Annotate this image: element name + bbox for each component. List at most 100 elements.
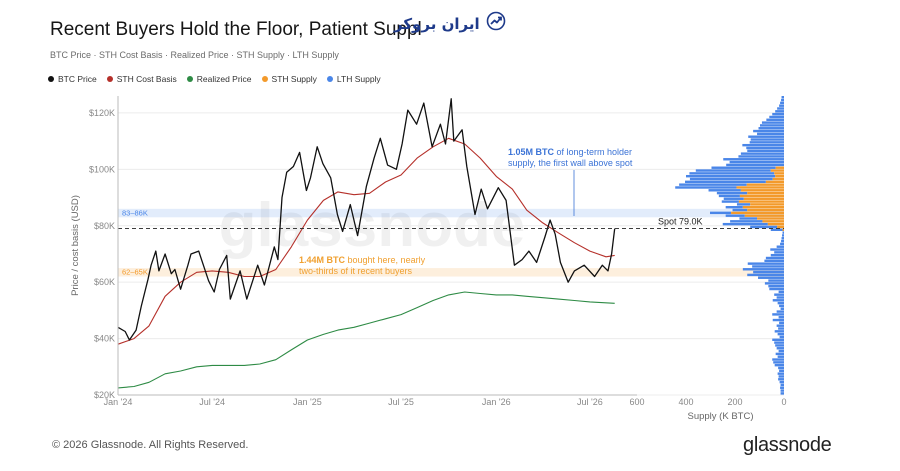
lth-supply-bar: [770, 228, 783, 231]
lth-supply-bar: [772, 338, 784, 342]
y-tick-label: $120K: [89, 108, 115, 118]
price-band: [118, 208, 784, 218]
sth-supply-bar: [739, 194, 784, 198]
lth-supply-bar: [748, 135, 784, 138]
legend-swatch: [186, 76, 193, 82]
legend-label: STH Supply: [271, 74, 317, 84]
lth-supply-bar: [758, 276, 784, 279]
lth-supply-bar: [781, 96, 784, 99]
sth-supply-bar: [767, 222, 784, 226]
lth-supply-bar: [708, 189, 741, 192]
lth-supply-bar: [776, 324, 784, 327]
lth-supply-bar: [774, 251, 784, 254]
lth-supply-bar: [711, 166, 776, 169]
sth-supply-bar: [750, 203, 784, 206]
band-label: 83–86K: [122, 208, 148, 217]
lth-supply-bar: [777, 332, 784, 336]
lth-supply-bar: [740, 152, 784, 155]
copyright-text: © 2026 Glassnode. All Rights Reserved.: [52, 439, 249, 451]
lth-supply-bar: [730, 220, 763, 223]
lth-supply-bar: [776, 296, 784, 299]
sth-annotation: two-thirds of it recent buyers: [299, 266, 413, 276]
lth-supply-bar: [732, 208, 748, 212]
lth-supply-bar: [689, 172, 775, 175]
lth-supply-bar: [695, 169, 771, 172]
sth-supply-bar: [777, 225, 784, 229]
lth-supply-bar: [772, 358, 784, 361]
lth-supply-bar: [772, 318, 784, 322]
sth-supply-bar: [743, 197, 784, 200]
sth-supply-bar: [731, 211, 784, 215]
lth-supply-bar: [782, 231, 784, 234]
lth-supply-bar: [764, 259, 784, 263]
lth-supply-bar: [775, 352, 784, 356]
x-tick-label: Jan '24: [104, 397, 133, 407]
sth-supply-bar: [744, 214, 784, 217]
lth-supply-bar: [780, 389, 784, 392]
lth-supply-bar: [778, 316, 784, 319]
spot-label: Spot 79.0K: [658, 217, 703, 227]
lth-supply-bar: [779, 380, 784, 384]
glassnode-logo: glassnode: [743, 434, 832, 456]
sth-supply-bar: [736, 186, 784, 189]
y-tick-label: $40K: [94, 334, 115, 344]
lth-supply-bar: [723, 158, 784, 161]
lth-supply-bar: [742, 268, 784, 271]
lth-supply-bar: [779, 369, 784, 373]
lth-supply-bar: [725, 206, 743, 209]
lth-supply-bar: [778, 349, 784, 353]
sth-supply-bar: [747, 191, 784, 195]
annotation-text: of long-term holder: [554, 147, 632, 157]
lth-annotation: supply, the first wall above spot: [508, 158, 633, 168]
lth-supply-bar: [750, 138, 784, 141]
lth-supply-bar: [757, 132, 784, 136]
lth-supply-bar: [758, 127, 784, 130]
lth-supply-bar: [780, 386, 784, 389]
lth-supply-bar: [774, 363, 784, 367]
legend-item: STH Cost Basis: [106, 74, 177, 84]
sth-supply-bar: [772, 177, 784, 181]
lth-supply-bar: [710, 211, 732, 215]
legend-item: STH Supply: [261, 74, 317, 84]
lth-supply-bar: [749, 141, 784, 144]
lth-supply-bar: [772, 313, 784, 316]
legend-label: BTC Price: [58, 74, 97, 84]
lth-supply-bar: [777, 301, 784, 305]
legend-item: LTH Supply: [326, 74, 381, 84]
histogram-tick-label: 600: [629, 397, 644, 407]
lth-supply-bar: [778, 378, 784, 381]
lth-supply-bar: [774, 293, 784, 296]
brand-badge-text: ایران بروکر: [394, 14, 480, 33]
chart-legend: BTC Price STH Cost Basis Realized Price …: [48, 74, 381, 84]
sth-supply-bar: [746, 183, 784, 186]
lth-supply-bar: [721, 200, 739, 203]
sth-supply-bar: [747, 208, 784, 212]
lth-supply-bar: [726, 163, 784, 167]
legend-swatch: [261, 76, 268, 82]
sth-supply-bar: [770, 169, 784, 172]
sth-annotation: 1.44M BTC bought here, nearly: [299, 255, 426, 265]
lth-supply-bar: [770, 248, 784, 251]
lth-supply-bar: [685, 180, 766, 184]
legend-label: Realized Price: [196, 74, 252, 84]
lth-supply-bar: [780, 307, 784, 310]
legend-swatch: [326, 76, 333, 82]
y-tick-label: $100K: [89, 164, 115, 174]
lth-supply-bar: [782, 234, 784, 237]
sth-supply-bar: [742, 206, 784, 209]
lth-supply-bar: [772, 299, 784, 302]
legend-item: Realized Price: [186, 74, 252, 84]
price-band: [118, 268, 784, 277]
lth-supply-bar: [774, 341, 784, 344]
chart-subtitle: BTC Price · STH Cost Basis · Realized Pr…: [50, 50, 339, 60]
lth-supply-bar: [778, 290, 784, 294]
lth-supply-bar: [750, 225, 778, 229]
annotation-text: bought here, nearly: [345, 255, 426, 265]
lth-supply-bar: [766, 118, 784, 121]
lth-supply-bar: [776, 245, 784, 248]
y-tick-label: $60K: [94, 277, 115, 287]
band-label: 62–65K: [122, 268, 148, 277]
legend-swatch: [106, 76, 113, 82]
lth-annotation: 1.05M BTC of long-term holder: [508, 147, 632, 157]
